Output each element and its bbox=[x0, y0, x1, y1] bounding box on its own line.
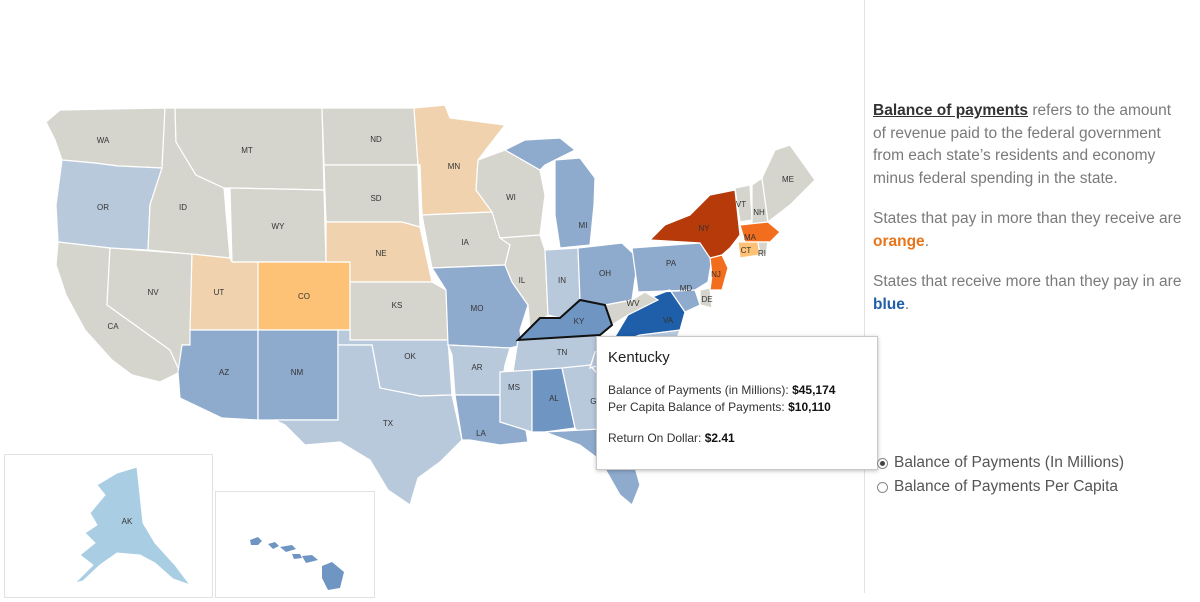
label-OR: OR bbox=[97, 203, 109, 212]
label-MA: MA bbox=[744, 233, 757, 242]
blue-explanation-text: States that receive more than they pay i… bbox=[873, 273, 1182, 290]
definition-text: refers to the amount of revenue paid to … bbox=[873, 102, 1172, 187]
state-MI[interactable] bbox=[554, 157, 596, 249]
state-MS[interactable] bbox=[499, 369, 533, 433]
orange-period: . bbox=[924, 232, 929, 250]
orange-word: orange bbox=[873, 232, 925, 250]
label-NH: NH bbox=[753, 208, 765, 217]
state-DE[interactable] bbox=[699, 287, 713, 309]
tooltip-rod-label: Return On Dollar: bbox=[608, 431, 705, 445]
label-WY: WY bbox=[272, 222, 286, 231]
label-AL: AL bbox=[549, 394, 559, 403]
label-LA: LA bbox=[476, 429, 486, 438]
label-SD: SD bbox=[370, 194, 381, 203]
state-tooltip: Kentucky Balance of Payments (in Million… bbox=[596, 336, 878, 470]
label-CT: CT bbox=[741, 246, 752, 255]
label-WI: WI bbox=[506, 193, 516, 202]
state-KS[interactable] bbox=[349, 281, 449, 341]
label-ND: ND bbox=[370, 135, 382, 144]
radio-unselected-icon[interactable] bbox=[877, 481, 888, 493]
label-CO: CO bbox=[298, 292, 310, 301]
tooltip-rod-row: Return On Dollar: $2.41 bbox=[608, 430, 866, 447]
label-TN: TN bbox=[557, 348, 568, 357]
label-ME: ME bbox=[782, 175, 794, 184]
radio-balance-per-capita-label: Balance of Payments Per Capita bbox=[894, 478, 1119, 495]
blue-explanation: States that receive more than they pay i… bbox=[873, 271, 1183, 316]
state-OR[interactable] bbox=[55, 159, 163, 251]
state-MI-up[interactable] bbox=[503, 137, 577, 171]
info-panel: Balance of payments refers to the amount… bbox=[873, 100, 1183, 334]
label-AZ: AZ bbox=[219, 368, 229, 377]
label-KY: KY bbox=[574, 317, 585, 326]
label-IN: IN bbox=[558, 276, 566, 285]
label-AR: AR bbox=[471, 363, 482, 372]
label-MO: MO bbox=[471, 304, 484, 313]
tooltip-per-capita-label: Per Capita Balance of Payments: bbox=[608, 400, 789, 414]
state-AL[interactable] bbox=[531, 367, 576, 433]
label-UT: UT bbox=[214, 288, 225, 297]
state-KY[interactable] bbox=[515, 298, 614, 342]
label-IA: IA bbox=[461, 238, 469, 247]
label-OH: OH bbox=[599, 269, 611, 278]
label-OK: OK bbox=[404, 352, 416, 361]
label-NE: NE bbox=[375, 249, 386, 258]
label-AK: AK bbox=[122, 517, 133, 526]
label-ID: ID bbox=[179, 203, 187, 212]
label-NY: NY bbox=[698, 224, 710, 233]
us-map: WA OR CA ID NV MT WY UT CO AZ NM ND SD N… bbox=[45, 104, 816, 506]
label-NV: NV bbox=[147, 288, 159, 297]
hawaii-inset bbox=[215, 491, 375, 598]
tooltip-bop-row: Balance of Payments (in Millions): $45,1… bbox=[608, 382, 866, 399]
label-DE: DE bbox=[701, 295, 712, 304]
blue-period: . bbox=[904, 295, 910, 313]
tooltip-bop-label: Balance of Payments (in Millions): bbox=[608, 383, 793, 397]
label-CA: CA bbox=[107, 322, 119, 331]
label-WV: WV bbox=[627, 299, 641, 308]
state-AK[interactable] bbox=[73, 466, 192, 587]
radio-balance-millions[interactable]: Balance of Payments (In Millions) bbox=[877, 451, 1124, 475]
state-HI[interactable] bbox=[250, 537, 344, 590]
blue-word: blue bbox=[873, 295, 905, 313]
alaska-map: AK bbox=[73, 466, 192, 587]
label-VT: VT bbox=[736, 200, 746, 209]
label-WA: WA bbox=[97, 136, 110, 145]
state-MA[interactable] bbox=[739, 221, 781, 243]
radio-balance-millions-label: Balance of Payments (In Millions) bbox=[894, 454, 1125, 471]
orange-explanation-text: States that pay in more than they receiv… bbox=[873, 210, 1182, 227]
label-MD: MD bbox=[680, 284, 693, 293]
state-MD[interactable] bbox=[657, 289, 701, 313]
tooltip-title: Kentucky bbox=[608, 349, 670, 366]
label-RI: RI bbox=[758, 249, 766, 258]
alaska-inset: AK bbox=[4, 454, 213, 598]
label-IL: IL bbox=[519, 276, 526, 285]
radio-selected-icon[interactable] bbox=[877, 457, 888, 469]
label-MS: MS bbox=[508, 383, 520, 392]
label-MN: MN bbox=[448, 162, 461, 171]
label-KS: KS bbox=[392, 301, 403, 310]
measure-radio-group: Balance of Payments (In Millions) Balanc… bbox=[877, 451, 1124, 499]
orange-explanation: States that pay in more than they receiv… bbox=[873, 208, 1183, 253]
tooltip-rod-value: $2.41 bbox=[704, 431, 735, 445]
balance-of-payments-term[interactable]: Balance of payments bbox=[873, 102, 1029, 119]
definition-paragraph: Balance of payments refers to the amount… bbox=[873, 100, 1183, 190]
radio-balance-per-capita[interactable]: Balance of Payments Per Capita bbox=[877, 475, 1124, 499]
label-NJ: NJ bbox=[711, 270, 721, 279]
state-TX[interactable] bbox=[274, 344, 463, 506]
label-MT: MT bbox=[241, 146, 253, 155]
state-IL[interactable] bbox=[498, 234, 549, 332]
map-panel: WA OR CA ID NV MT WY UT CO AZ NM ND SD N… bbox=[4, 0, 865, 598]
label-PA: PA bbox=[666, 259, 677, 268]
label-NM: NM bbox=[291, 368, 304, 377]
state-NY[interactable] bbox=[648, 189, 741, 259]
hawaii-map bbox=[250, 537, 344, 590]
tooltip-bop-value: $45,174 bbox=[792, 383, 836, 397]
label-TX: TX bbox=[383, 419, 394, 428]
tooltip-per-capita-value: $10,110 bbox=[788, 400, 831, 414]
label-VA: VA bbox=[663, 316, 674, 325]
label-MI: MI bbox=[579, 221, 588, 230]
tooltip-per-capita-row: Per Capita Balance of Payments: $10,110 bbox=[608, 399, 866, 416]
state-RI[interactable] bbox=[757, 241, 769, 256]
